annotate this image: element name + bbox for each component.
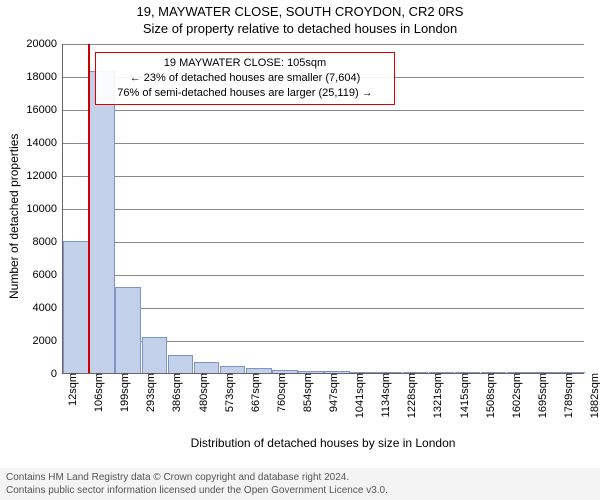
ytick-label: 4000 <box>33 302 63 314</box>
xtick-label: 293sqm <box>141 373 157 412</box>
xtick-label: 760sqm <box>272 373 288 412</box>
xtick-label: 199sqm <box>115 373 131 412</box>
xtick-label: 106sqm <box>89 373 105 412</box>
xtick-label: 667sqm <box>246 373 262 412</box>
histogram-bar <box>220 366 246 373</box>
xtick-label: 1041sqm <box>350 373 366 418</box>
xtick-label: 573sqm <box>220 373 236 412</box>
gridline <box>63 308 584 309</box>
histogram-bar <box>115 287 141 373</box>
xtick-label: 1695sqm <box>533 373 549 418</box>
footer-attribution: Contains HM Land Registry data © Crown c… <box>0 468 600 500</box>
ytick-label: 0 <box>51 368 63 380</box>
footer-line1: Contains HM Land Registry data © Crown c… <box>6 471 594 484</box>
gridline <box>63 44 584 45</box>
gridline <box>63 143 584 144</box>
xtick-label: 1602sqm <box>507 373 523 418</box>
xtick-label: 12sqm <box>63 373 79 406</box>
gridline <box>63 176 584 177</box>
chart-title-line2: Size of property relative to detached ho… <box>0 21 600 38</box>
histogram-bar <box>142 337 168 373</box>
y-axis-label: Number of detached properties <box>7 134 21 299</box>
ytick-label: 2000 <box>33 335 63 347</box>
histogram-bar <box>194 362 220 373</box>
chart-container: 19, MAYWATER CLOSE, SOUTH CROYDON, CR2 0… <box>0 0 600 500</box>
xtick-label: 1789sqm <box>559 373 575 418</box>
xtick-label: 1134sqm <box>376 373 392 417</box>
chart-title-line1: 19, MAYWATER CLOSE, SOUTH CROYDON, CR2 0… <box>0 4 600 21</box>
gridline <box>63 242 584 243</box>
ytick-label: 16000 <box>26 104 63 116</box>
ytick-label: 10000 <box>26 203 63 215</box>
gridline <box>63 209 584 210</box>
ytick-label: 20000 <box>26 38 63 50</box>
histogram-bar <box>89 71 115 373</box>
property-marker-line <box>88 44 90 373</box>
xtick-label: 1415sqm <box>455 373 471 418</box>
xtick-label: 386sqm <box>167 373 183 412</box>
xtick-label: 480sqm <box>194 373 210 412</box>
x-axis-label: Distribution of detached houses by size … <box>62 436 584 450</box>
xtick-label: 1508sqm <box>481 373 497 418</box>
xtick-label: 1882sqm <box>585 373 600 418</box>
xtick-label: 947sqm <box>324 373 340 412</box>
ytick-label: 18000 <box>26 71 63 83</box>
ytick-label: 12000 <box>26 170 63 182</box>
ytick-label: 8000 <box>33 236 63 248</box>
histogram-bar <box>168 355 194 373</box>
annotation-box: 19 MAYWATER CLOSE: 105sqm ← 23% of detac… <box>95 52 395 105</box>
ytick-label: 6000 <box>33 269 63 281</box>
ytick-label: 14000 <box>26 137 63 149</box>
annotation-line3: 76% of semi-detached houses are larger (… <box>104 86 386 101</box>
xtick-label: 854sqm <box>298 373 314 412</box>
xtick-label: 1228sqm <box>402 373 418 418</box>
annotation-line1: 19 MAYWATER CLOSE: 105sqm <box>104 56 386 71</box>
xtick-label: 1321sqm <box>428 373 444 418</box>
gridline <box>63 110 584 111</box>
annotation-line2: ← 23% of detached houses are smaller (7,… <box>104 71 386 86</box>
footer-line2: Contains public sector information licen… <box>6 484 594 497</box>
histogram-bar <box>63 241 89 373</box>
gridline <box>63 275 584 276</box>
